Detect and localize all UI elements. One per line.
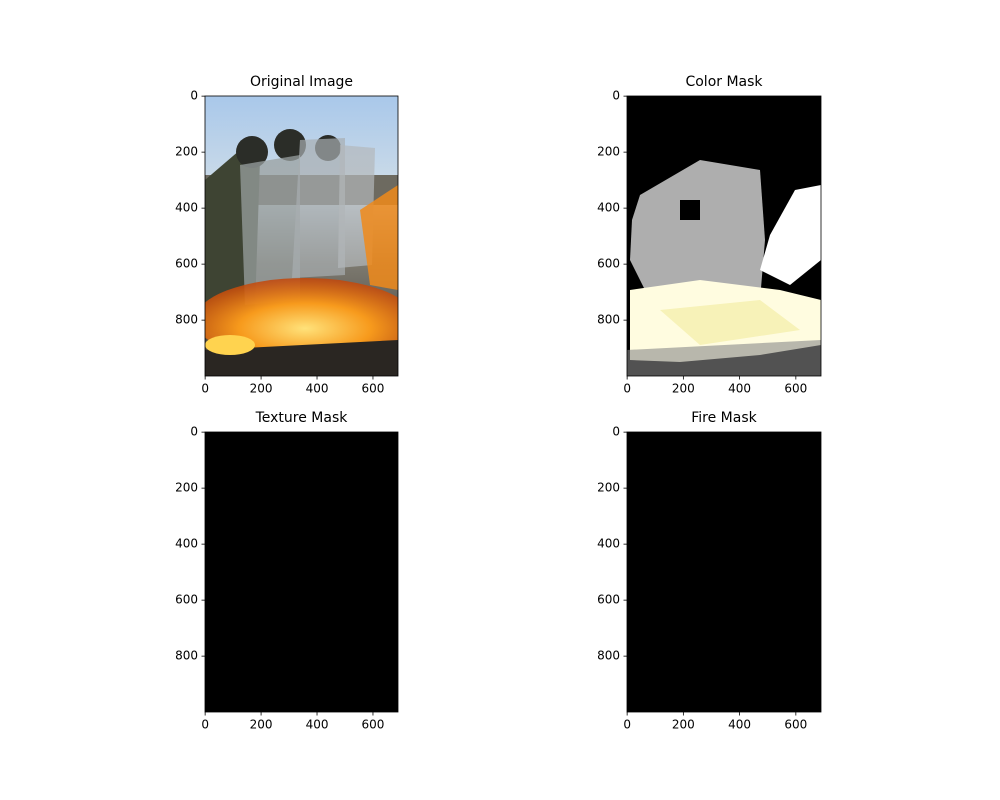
panel-title: Original Image	[250, 74, 353, 90]
x-tick-label: 200	[250, 718, 273, 732]
y-tick-label: 800	[175, 313, 198, 327]
x-tick-label: 600	[784, 382, 807, 396]
texture-mask-image	[205, 432, 398, 712]
y-tick-label: 0	[190, 425, 198, 439]
x-tick-label: 200	[250, 382, 273, 396]
panel-title: Texture Mask	[255, 410, 349, 426]
axes-frame	[204, 431, 399, 713]
y-tick-label: 800	[597, 313, 620, 327]
y-tick-label: 800	[175, 649, 198, 663]
y-tick-label: 600	[175, 257, 198, 271]
x-tick-label: 600	[784, 718, 807, 732]
fire-mask-image	[627, 432, 821, 712]
y-tick-label: 200	[597, 481, 620, 495]
x-tick-label: 0	[623, 718, 631, 732]
x-tick-label: 400	[728, 718, 751, 732]
x-tick-label: 600	[362, 382, 385, 396]
x-tick-label: 400	[728, 382, 751, 396]
y-tick-label: 0	[612, 425, 620, 439]
original-image	[205, 96, 398, 376]
y-tick-label: 400	[175, 537, 198, 551]
axes-frame	[626, 431, 822, 713]
y-tick-label: 200	[175, 145, 198, 159]
y-tick-label: 400	[597, 201, 620, 215]
y-tick-label: 600	[597, 593, 620, 607]
axes-frame	[204, 95, 399, 377]
y-tick-label: 200	[597, 145, 620, 159]
y-tick-label: 0	[612, 89, 620, 103]
y-tick-label: 800	[597, 649, 620, 663]
x-tick-label: 0	[201, 718, 209, 732]
y-tick-label: 600	[175, 593, 198, 607]
y-tick-label: 400	[597, 537, 620, 551]
y-tick-label: 200	[175, 481, 198, 495]
x-tick-label: 400	[306, 718, 329, 732]
x-tick-label: 200	[672, 718, 695, 732]
y-tick-label: 0	[190, 89, 198, 103]
panel-title: Color Mask	[685, 74, 763, 90]
y-tick-label: 400	[175, 201, 198, 215]
color-mask-image	[627, 96, 821, 376]
axes-frame	[626, 95, 822, 377]
panel-title: Fire Mask	[691, 410, 757, 426]
x-tick-label: 0	[623, 382, 631, 396]
x-tick-label: 0	[201, 382, 209, 396]
x-tick-label: 200	[672, 382, 695, 396]
y-tick-label: 600	[597, 257, 620, 271]
x-tick-label: 400	[306, 382, 329, 396]
x-tick-label: 600	[362, 718, 385, 732]
